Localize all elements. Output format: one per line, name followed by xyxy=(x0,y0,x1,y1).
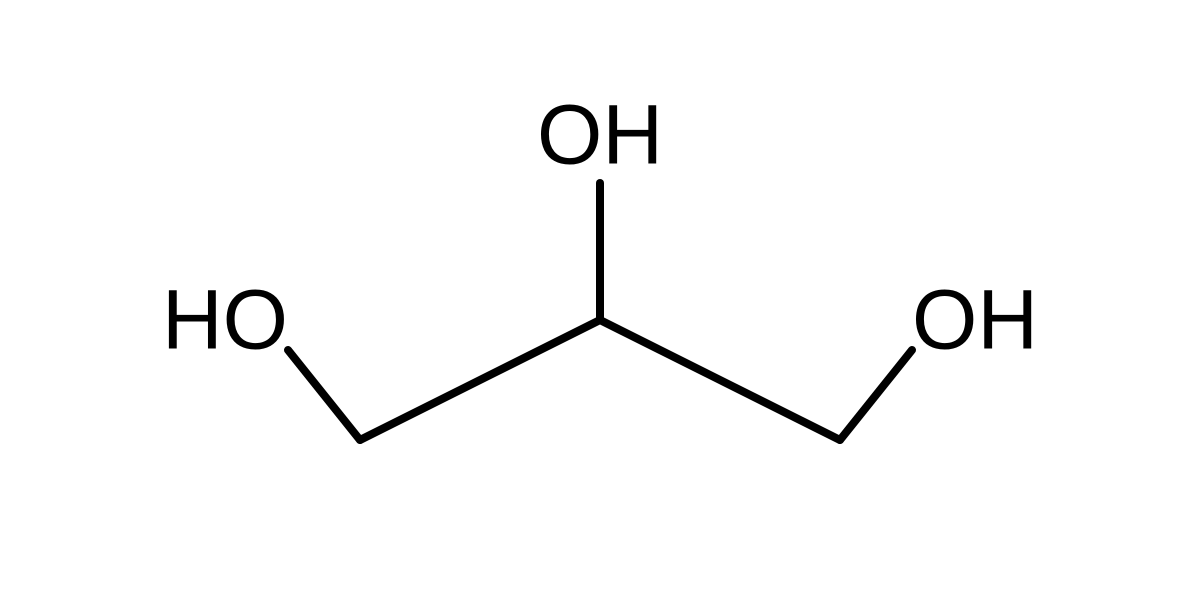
bond xyxy=(600,320,840,440)
bond xyxy=(288,350,360,440)
atom-label-OH_right: OH xyxy=(912,272,1038,369)
atom-label-OH_top: OH xyxy=(537,87,663,184)
chemical-structure-diagram: HO OH OH xyxy=(0,0,1200,600)
bond xyxy=(840,350,912,440)
bond xyxy=(360,320,600,440)
atom-label-OH_left: HO xyxy=(162,272,288,369)
